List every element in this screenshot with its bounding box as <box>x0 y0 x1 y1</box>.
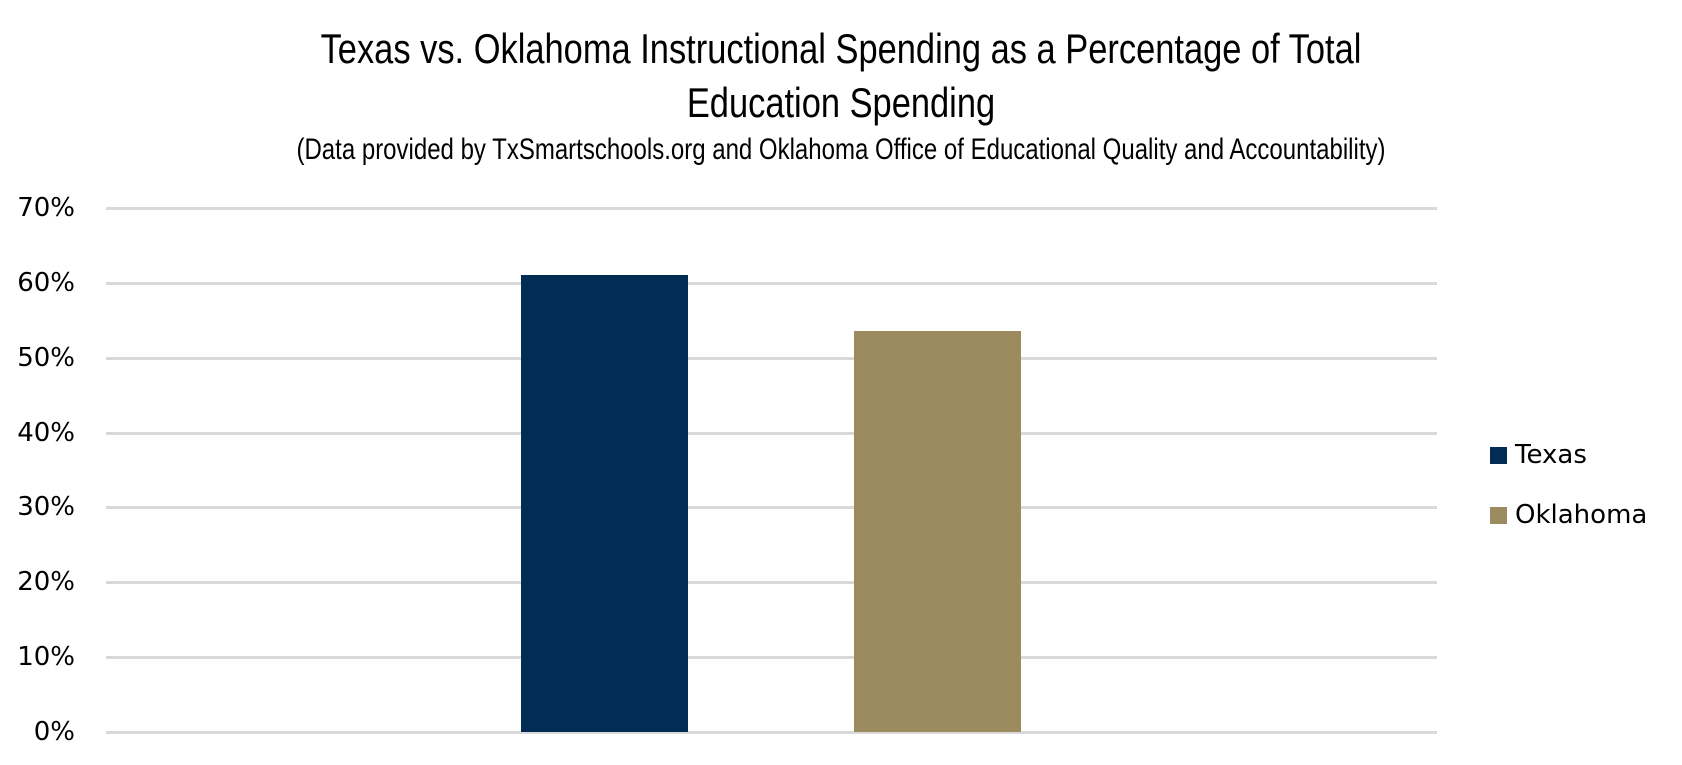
gridline <box>106 506 1437 509</box>
legend-label-texas: Texas <box>1515 440 1587 470</box>
legend-item-texas: Texas <box>1490 425 1647 485</box>
bar-oklahoma <box>854 330 1021 732</box>
plot-area <box>106 207 1437 734</box>
legend: Texas Oklahoma <box>1490 425 1647 545</box>
legend-label-oklahoma: Oklahoma <box>1515 500 1648 530</box>
y-tick-label: 20% <box>17 567 75 597</box>
y-tick-label: 10% <box>17 642 75 672</box>
legend-swatch-texas <box>1490 446 1507 464</box>
y-tick-label: 60% <box>17 268 75 298</box>
chart-title-line-2: Education Spending <box>686 79 996 126</box>
y-tick-label: 70% <box>17 193 75 223</box>
gridline <box>106 282 1437 285</box>
gridline <box>106 357 1437 360</box>
chart-subtitle: (Data provided by TxSmartschools.org and… <box>296 133 1386 166</box>
y-tick-label: 50% <box>17 343 75 373</box>
y-tick-label: 30% <box>17 492 75 522</box>
bar-texas <box>521 275 688 732</box>
legend-swatch-oklahoma <box>1490 506 1507 524</box>
y-tick-label: 0% <box>33 717 75 747</box>
y-tick-label: 40% <box>17 418 75 448</box>
gridline <box>106 731 1437 734</box>
chart-title-block: Texas vs. Oklahoma Instructional Spendin… <box>0 22 1682 170</box>
chart-title-line-1: Texas vs. Oklahoma Instructional Spendin… <box>320 25 1362 72</box>
legend-item-oklahoma: Oklahoma <box>1490 485 1647 545</box>
gridline <box>106 581 1437 584</box>
gridline <box>106 432 1437 435</box>
gridline <box>106 207 1437 210</box>
gridline <box>106 656 1437 659</box>
